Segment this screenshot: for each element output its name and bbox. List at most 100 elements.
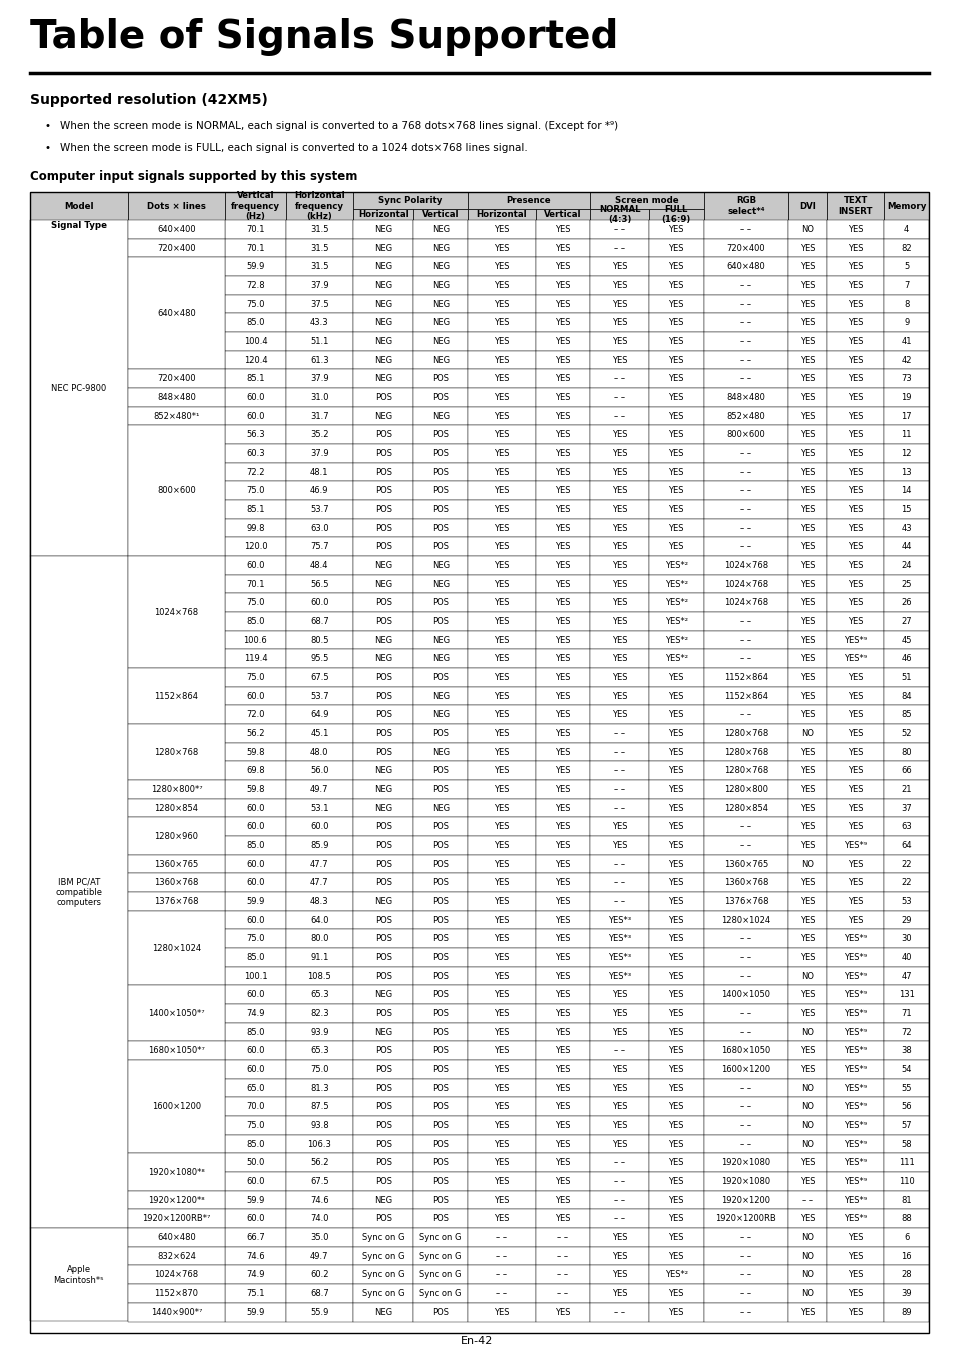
Text: 49.7: 49.7 xyxy=(310,785,328,794)
Bar xyxy=(787,798,826,817)
Bar xyxy=(535,817,590,836)
Bar xyxy=(285,1228,353,1247)
Text: 640×400: 640×400 xyxy=(157,224,195,234)
Text: YES: YES xyxy=(847,1251,862,1260)
Bar xyxy=(826,874,883,892)
Text: YES: YES xyxy=(494,1102,509,1112)
Bar xyxy=(883,1079,928,1097)
Bar xyxy=(590,631,648,650)
Bar xyxy=(225,1135,285,1154)
Bar xyxy=(353,557,413,574)
Text: POS: POS xyxy=(375,971,392,981)
Text: YES: YES xyxy=(668,467,683,477)
Bar xyxy=(787,1042,826,1061)
Bar xyxy=(648,686,702,705)
Text: 1280×768: 1280×768 xyxy=(154,747,198,757)
Bar xyxy=(883,798,928,817)
Bar xyxy=(285,557,353,574)
Text: YES: YES xyxy=(555,971,570,981)
Text: Presence: Presence xyxy=(506,196,551,205)
Text: 43.3: 43.3 xyxy=(310,319,329,327)
Text: 64.0: 64.0 xyxy=(310,916,328,924)
Bar xyxy=(225,1116,285,1135)
Text: NEG: NEG xyxy=(431,580,449,589)
Text: YES: YES xyxy=(668,935,683,943)
Text: 131: 131 xyxy=(898,990,914,1000)
Bar xyxy=(468,631,535,650)
Bar xyxy=(702,239,787,257)
Bar xyxy=(353,313,413,332)
Bar xyxy=(826,1079,883,1097)
Text: 89: 89 xyxy=(901,1308,911,1317)
Text: 53.7: 53.7 xyxy=(310,505,329,513)
Bar xyxy=(590,1042,648,1061)
Bar xyxy=(648,1209,702,1228)
Bar xyxy=(468,1023,535,1042)
Text: POS: POS xyxy=(375,859,392,869)
Text: YES: YES xyxy=(668,1289,683,1298)
Bar xyxy=(883,743,928,762)
Text: YES: YES xyxy=(799,486,815,496)
Text: YES: YES xyxy=(494,971,509,981)
Text: 11: 11 xyxy=(901,430,911,439)
Bar xyxy=(826,332,883,351)
Bar xyxy=(590,650,648,667)
Bar xyxy=(413,1135,468,1154)
Bar xyxy=(353,1266,413,1285)
Text: YES: YES xyxy=(555,524,570,532)
Text: 85.0: 85.0 xyxy=(246,840,264,850)
Text: YES: YES xyxy=(555,1028,570,1036)
Bar xyxy=(787,1135,826,1154)
Text: YES: YES xyxy=(494,1028,509,1036)
Bar xyxy=(702,500,787,519)
Text: YES: YES xyxy=(847,1308,862,1317)
Text: 60.0: 60.0 xyxy=(246,1215,264,1223)
Bar xyxy=(787,1116,826,1135)
Text: YES: YES xyxy=(668,1251,683,1260)
Text: 720×400: 720×400 xyxy=(726,243,764,253)
Text: 6: 6 xyxy=(903,1233,908,1242)
Text: YES: YES xyxy=(799,617,815,626)
Bar xyxy=(535,369,590,388)
Bar xyxy=(413,985,468,1004)
Text: 119.4: 119.4 xyxy=(243,654,267,663)
Text: 67.5: 67.5 xyxy=(310,673,329,682)
Bar xyxy=(413,295,468,313)
Bar xyxy=(413,1097,468,1116)
Bar xyxy=(285,892,353,911)
Bar xyxy=(648,612,702,631)
Text: 85.0: 85.0 xyxy=(246,617,264,626)
Text: 800×600: 800×600 xyxy=(726,430,764,439)
Bar xyxy=(468,538,535,557)
Bar xyxy=(225,911,285,929)
Bar xyxy=(648,208,702,220)
Bar xyxy=(225,1042,285,1061)
Bar xyxy=(128,1247,225,1266)
Text: En-42: En-42 xyxy=(460,1336,493,1346)
Bar xyxy=(648,929,702,948)
Text: 75.0: 75.0 xyxy=(310,1065,328,1074)
Text: YES: YES xyxy=(847,1289,862,1298)
Bar xyxy=(225,612,285,631)
Text: YES: YES xyxy=(799,505,815,513)
Bar xyxy=(883,967,928,985)
Bar xyxy=(787,192,826,220)
Text: POS: POS xyxy=(432,990,449,1000)
Bar xyxy=(535,705,590,724)
Text: YES: YES xyxy=(611,654,627,663)
Text: YES*²: YES*² xyxy=(664,580,687,589)
Text: 56: 56 xyxy=(901,1102,911,1112)
Bar xyxy=(702,1004,787,1023)
Text: YES: YES xyxy=(799,654,815,663)
Bar xyxy=(535,1079,590,1097)
Text: YES*²: YES*² xyxy=(664,598,687,607)
Bar xyxy=(225,481,285,500)
Text: 60.0: 60.0 xyxy=(246,990,264,1000)
Bar xyxy=(702,1228,787,1247)
Bar xyxy=(787,1247,826,1266)
Text: YES*²: YES*² xyxy=(664,1270,687,1279)
Bar xyxy=(826,481,883,500)
Bar xyxy=(225,985,285,1004)
Text: – –: – – xyxy=(740,336,751,346)
Bar xyxy=(648,1116,702,1135)
